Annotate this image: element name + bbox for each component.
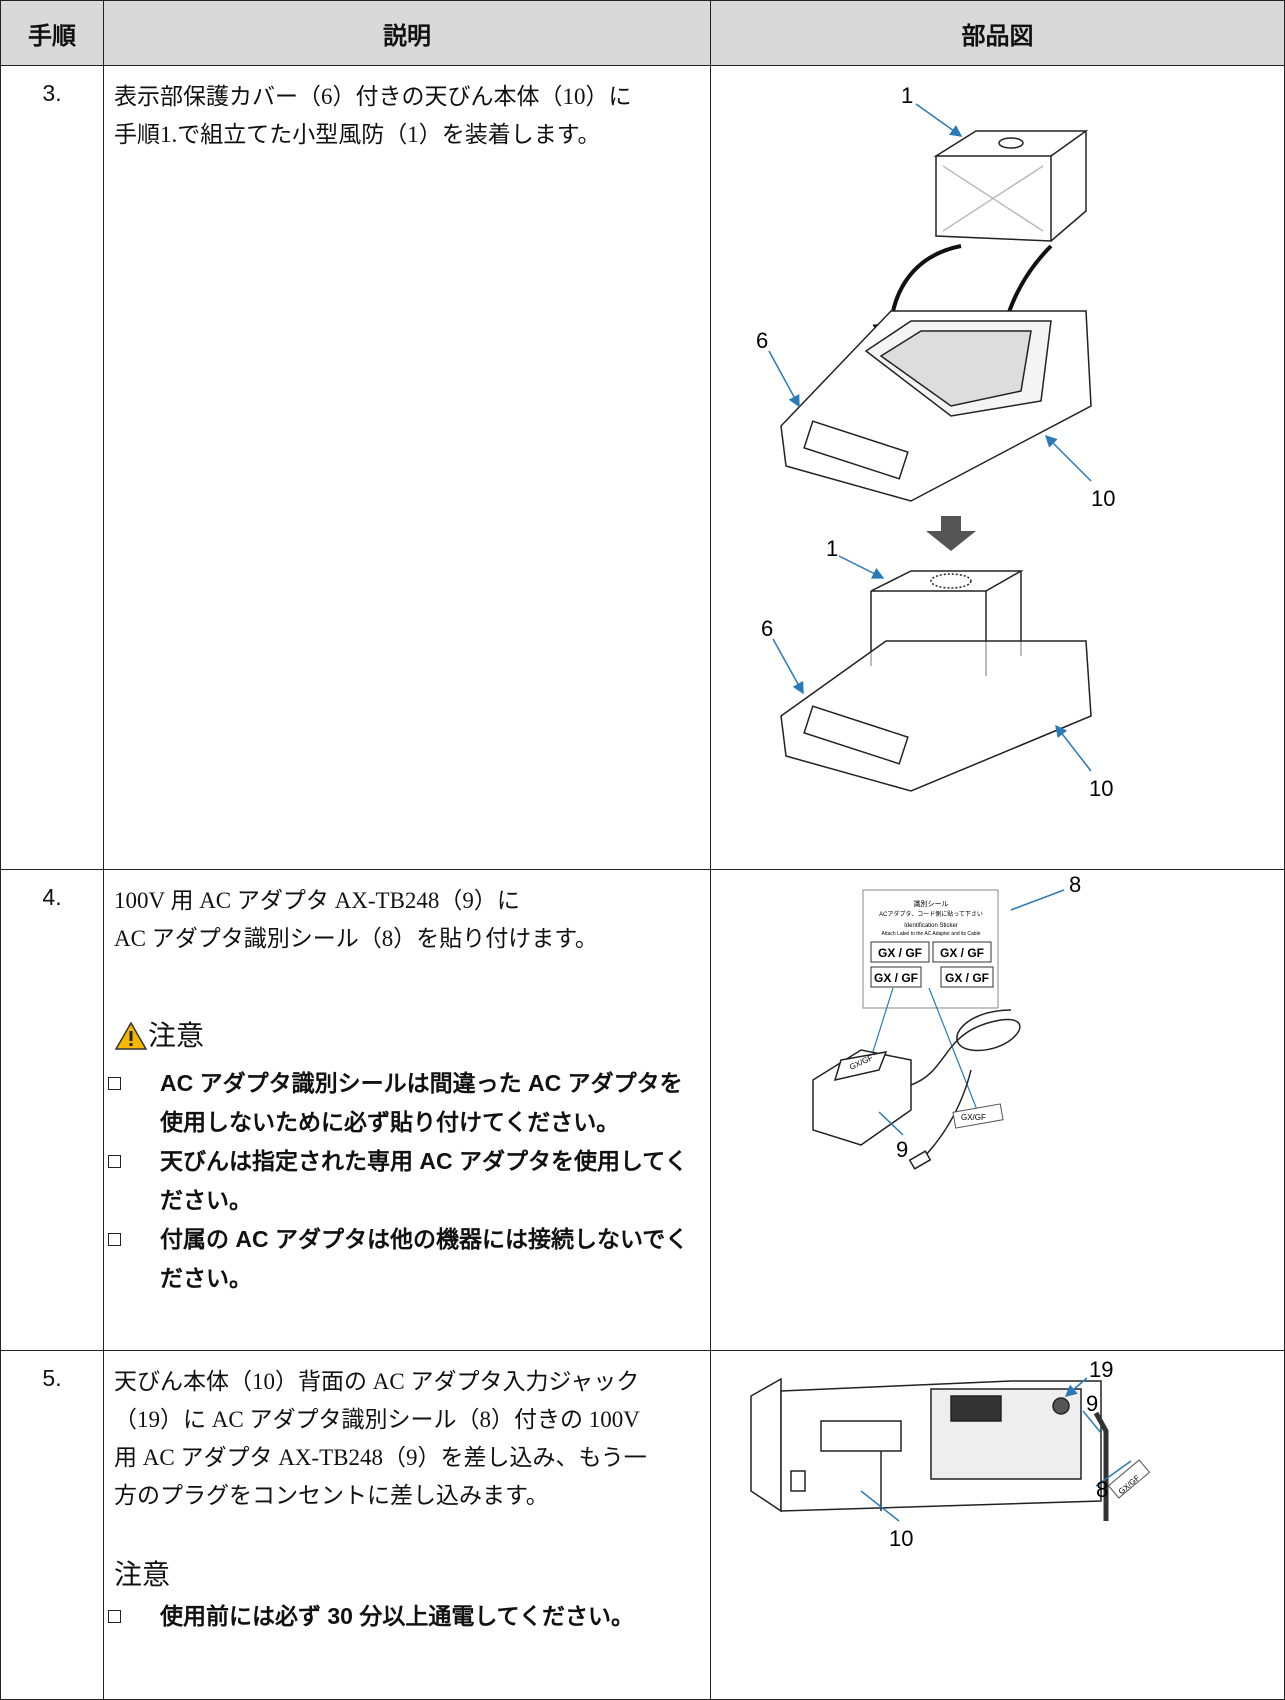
leader [838,555,885,579]
sticker-text: 識別シール [914,899,949,908]
warning-icon [114,1021,148,1050]
text-line: 天びん本体（10）背面の AC アダプタ入力ジャック [114,1369,640,1394]
step: 5. [0,1350,104,1700]
caution-list: AC アダプタ識別シールは間違った AC アダプタを使用しないために必ず貼り付け… [102,1064,702,1298]
figure: 識別シール ACアダプタ、コード側に貼って下さい Identification … [812,872,1081,1170]
part-label: 10 [1091,486,1115,511]
caution-item: AC アダプタ識別シールは間違った AC アダプタを使用しないために必ず貼り付け… [102,1064,702,1142]
part-label: 8 [1096,1477,1108,1502]
leader [928,987,982,1121]
text-line: 100V 用 AC アダプタ AX-TB248（9）に [114,888,520,913]
sticker-label: GX / GF [940,946,984,960]
sticker-label: GX / GF [878,946,922,960]
caution-list: 使用前には必ず 30 分以上通電してください。 [102,1597,702,1636]
part-label: 9 [1086,1391,1098,1416]
part-label: 10 [1089,776,1113,801]
header-row: 手順 説明 部品図 [0,0,1285,66]
cable-tag [952,1103,1004,1129]
balance-back [750,1377,1102,1513]
caution-item: 天びんは指定された専用 AC アダプタを使用してください。 [102,1142,702,1220]
leader [878,1111,904,1136]
text-line: 方のプラグをコンセントに差し込みます。 [114,1483,549,1508]
caution-title: 注意 [114,1555,702,1595]
leader [772,638,804,695]
part-label: 1 [826,536,838,561]
leader [1044,434,1092,482]
sticker-text: Attach Label to the AC Adapter and its C… [882,931,981,937]
part-label: 9 [896,1137,908,1162]
leader [915,103,963,137]
caution-text: 注意 [148,1020,205,1051]
balance [780,640,1092,792]
header-cell: 手順 [0,0,104,66]
row: 3. 表示部保護カバー（6）付きの天びん本体（10）に 手順1.で組立てた小型風… [0,65,1285,870]
figure: 1 6 10 1 6 10 [756,83,1115,801]
sticker [862,889,999,1009]
caution-text: 注意 [114,1559,171,1590]
sticker-text: Identification Sticker [904,923,958,929]
text-line: 表示部保護カバー（6）付きの天びん本体（10）に [114,84,632,109]
part-label: 6 [761,616,773,641]
sticker-label: GX / GF [945,971,989,985]
description: 100V 用 AC アダプタ AX-TB248（9）に AC アダプタ識別シール… [102,869,711,1351]
row: 5. 天びん本体（10）背面の AC アダプタ入力ジャック （19）に AC ア… [0,1350,1285,1700]
row: 4. 100V 用 AC アダプタ AX-TB248（9）に AC アダプタ識別… [0,869,1285,1351]
tag-text: GX/GF [961,1113,986,1122]
leader [1095,1460,1132,1487]
caution-item: 使用前には必ず 30 分以上通電してください。 [102,1597,702,1636]
plug [1093,1411,1109,1521]
figure-cell: GX/GF 19 9 8 10 [710,1350,1285,1700]
figure-cell: 識別シール ACアダプタ、コード側に貼って下さい Identification … [710,869,1285,1351]
text-line: 手順1.で組立てた小型風防（1）を装着します。 [114,122,601,147]
leader [1082,1410,1102,1434]
step: 4. [0,869,104,1351]
leader [1010,889,1065,911]
caution-title: 注意 [114,1016,702,1056]
header-cell: 説明 [103,0,711,66]
down-arrow [926,516,976,551]
leader [1064,1377,1088,1397]
leader [870,987,894,1059]
figure: GX/GF 19 9 8 10 [750,1357,1151,1551]
part-label: 10 [889,1526,913,1551]
part-label: 1 [901,83,913,108]
leader [768,350,800,408]
description: 天びん本体（10）背面の AC アダプタ入力ジャック （19）に AC アダプタ… [102,1350,711,1700]
sticker-text: ACアダプタ、コード側に貼って下さい [879,910,983,918]
part-label: 19 [1089,1357,1113,1382]
header-cell: 部品図 [710,0,1285,66]
adapter [812,1009,1021,1170]
windshield-top [933,130,1089,242]
part-label: 6 [756,328,768,353]
text-line: 用 AC アダプタ AX-TB248（9）を差し込み、もう一 [114,1445,647,1470]
balance [780,310,1092,502]
leader [860,1490,900,1522]
cable-tag [1107,1459,1151,1499]
sticker-label: GX / GF [874,971,918,985]
figure-cell: 1 6 10 1 6 10 [710,65,1285,870]
caution-item: 付属の AC アダプタは他の機器には接続しないでください。 [102,1220,702,1298]
step: 3. [0,65,104,870]
description: 表示部保護カバー（6）付きの天びん本体（10）に 手順1.で組立てた小型風防（1… [103,65,711,870]
leader [1055,724,1092,772]
part-label: 8 [1069,872,1081,897]
text-line: AC アダプタ識別シール（8）を貼り付けます。 [114,926,598,951]
text-line: （19）に AC アダプタ識別シール（8）付きの 100V [114,1407,640,1432]
